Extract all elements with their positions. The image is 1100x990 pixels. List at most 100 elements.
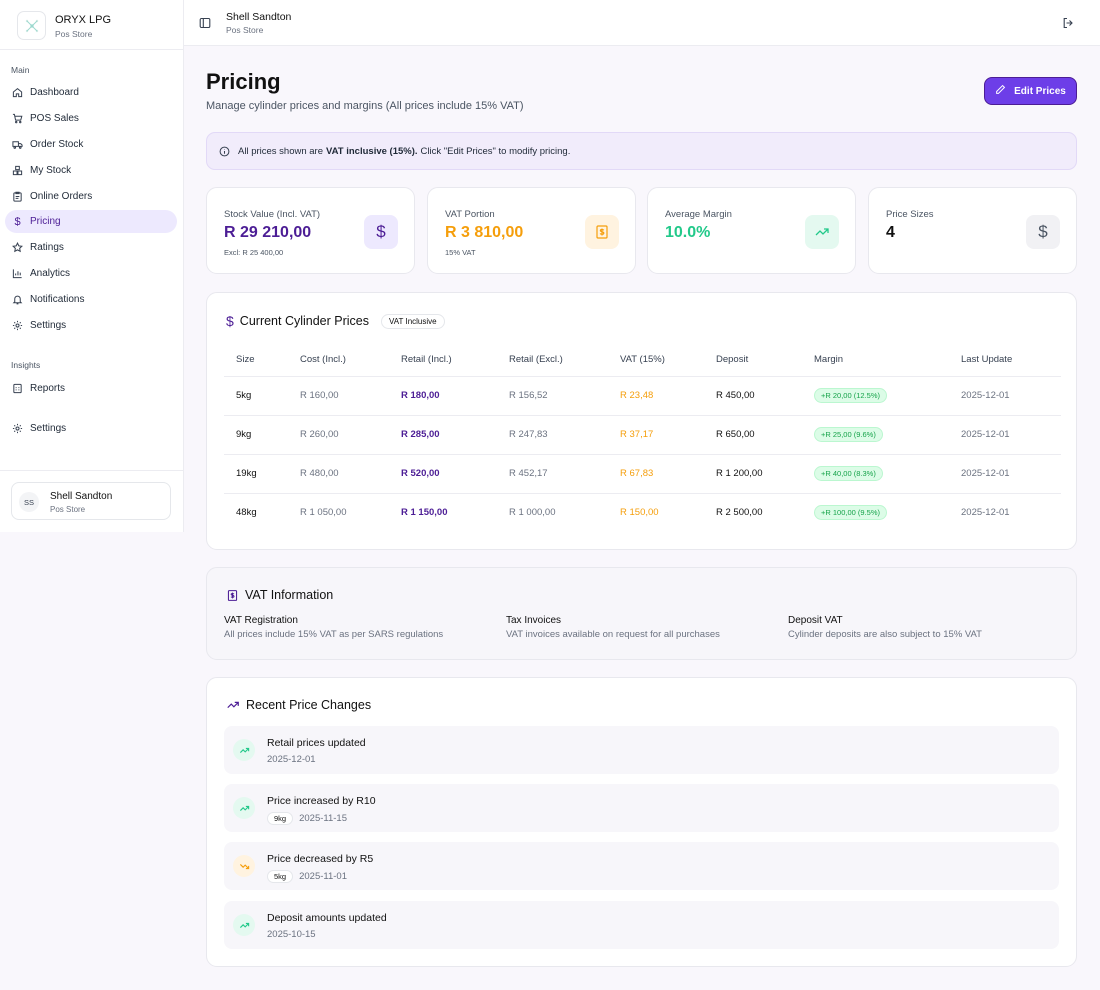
- bar-chart-icon: [12, 268, 23, 279]
- banner-text-post: Click "Edit Prices" to modify pricing.: [420, 145, 571, 157]
- trending-up-icon: [805, 215, 839, 249]
- dollar-icon: $: [14, 215, 21, 228]
- vat-information-card: VAT Information VAT Registration All pri…: [206, 567, 1077, 660]
- topbar: Shell Sandton Pos Store: [184, 0, 1100, 46]
- table-row[interactable]: 5kg R 160,00 R 180,00 R 156,52 R 23,48 R…: [224, 376, 1061, 416]
- cell-margin: +R 40,00 (8.3%): [802, 454, 949, 494]
- user-profile-card[interactable]: SS Shell Sandton Pos Store: [11, 482, 171, 520]
- trending-up-icon: [233, 797, 255, 819]
- change-meta: 5kg 2025-11-01: [267, 870, 347, 883]
- banner-text-bold: VAT inclusive (15%).: [326, 145, 418, 157]
- sidebar-item-label: Dashboard: [30, 87, 79, 98]
- column-header: Margin: [802, 343, 949, 377]
- table-header-row: Size Cost (Incl.) Retail (Incl.) Retail …: [224, 343, 1061, 377]
- sidebar-item-pos-sales[interactable]: POS Sales: [5, 107, 177, 130]
- cell-retail: R 285,00: [389, 415, 497, 455]
- vat-info-item-desc: Cylinder deposits are also subject to 15…: [788, 629, 982, 640]
- edit-prices-label: Edit Prices: [1014, 85, 1066, 97]
- stat-card-stock-value: Stock Value (Incl. VAT) R 29 210,00 Excl…: [206, 187, 415, 274]
- stat-label: VAT Portion: [445, 209, 495, 220]
- cell-cost: R 160,00: [288, 376, 389, 416]
- sidebar-item-analytics[interactable]: Analytics: [5, 262, 177, 285]
- trending-up-icon: [233, 914, 255, 936]
- sidebar: ORYX LPG Pos Store Main Dashboard POS Sa…: [0, 0, 184, 532]
- cell-deposit: R 2 500,00: [716, 507, 763, 519]
- stat-card-price-sizes: Price Sizes 4 $: [868, 187, 1077, 274]
- store-type: Pos Store: [226, 25, 264, 35]
- page-subtitle: Manage cylinder prices and margins (All …: [206, 100, 524, 112]
- star-icon: [12, 242, 23, 253]
- cell-retail: R 180,00: [389, 376, 497, 416]
- sidebar-item-settings-secondary[interactable]: Settings: [5, 417, 177, 440]
- vat-info-item-title: Tax Invoices: [506, 615, 562, 626]
- size-badge: 5kg: [267, 870, 294, 883]
- change-title: Price increased by R10: [267, 795, 376, 807]
- vat-info-item-desc: All prices include 15% VAT as per SARS r…: [224, 629, 444, 640]
- cell-vat: R 37,17: [608, 415, 704, 455]
- sidebar-item-notifications[interactable]: Notifications: [5, 288, 177, 311]
- cell-cost: R 480,00: [288, 454, 389, 494]
- change-date: 2025-12-01: [267, 754, 316, 765]
- change-meta: 9kg 2025-11-15: [267, 812, 347, 825]
- cart-icon: [12, 113, 23, 124]
- cell-vat: R 67,83: [608, 454, 704, 494]
- home-icon: [12, 87, 23, 98]
- sidebar-item-order-stock[interactable]: Order Stock: [5, 133, 177, 156]
- sidebar-item-settings[interactable]: Settings: [5, 314, 177, 337]
- current-prices-card: $ Current Cylinder Prices VAT Inclusive …: [206, 292, 1077, 550]
- vat-info-banner: All prices shown are VAT inclusive (15%)…: [206, 132, 1077, 170]
- stat-value: R 29 210,00: [224, 224, 312, 241]
- cell-retail: R 520,00: [389, 454, 497, 494]
- sidebar-item-dashboard[interactable]: Dashboard: [5, 81, 177, 104]
- table-row[interactable]: 48kg R 1 050,00 R 1 150,00 R 1 000,00 R …: [224, 493, 1061, 532]
- logout-icon[interactable]: [1062, 16, 1074, 29]
- gear-icon: [12, 423, 23, 434]
- bell-icon: [12, 294, 23, 305]
- cell-cost: R 260,00: [288, 415, 389, 455]
- card-header: $ Current Cylinder Prices VAT Inclusive: [226, 313, 445, 329]
- vat-info-title: VAT Information: [245, 588, 334, 602]
- margin-badge: +R 100,00 (9.5%): [814, 505, 887, 521]
- dollar-icon: $: [1026, 215, 1060, 249]
- sidebar-item-label: Settings: [30, 423, 67, 434]
- cell-margin: +R 100,00 (9.5%): [802, 493, 949, 532]
- change-title: Price decreased by R5: [267, 853, 374, 865]
- sidebar-item-label: Settings: [30, 320, 67, 331]
- banner-text-pre: All prices shown are: [238, 145, 324, 157]
- brand-header[interactable]: ORYX LPG Pos Store: [0, 0, 183, 50]
- sidebar-item-label: Online Orders: [30, 191, 93, 202]
- sidebar-toggle-icon[interactable]: [199, 16, 211, 29]
- cell-retail-excl: R 452,17: [497, 454, 608, 494]
- edit-prices-button[interactable]: Edit Prices: [984, 77, 1077, 105]
- list-item[interactable]: Retail prices updated 2025-12-01: [224, 726, 1059, 774]
- stat-subtext: 15% VAT: [445, 248, 476, 257]
- cell-margin: +R 25,00 (9.6%): [802, 415, 949, 455]
- sidebar-item-label: My Stock: [30, 165, 72, 176]
- list-item[interactable]: Price decreased by R5 5kg 2025-11-01: [224, 842, 1059, 890]
- store-name: Shell Sandton: [226, 11, 292, 23]
- sidebar-item-label: Ratings: [30, 242, 64, 253]
- user-role: Pos Store: [50, 505, 86, 514]
- stat-value: 10.0%: [665, 224, 711, 241]
- cell-date: 2025-12-01: [949, 415, 1061, 455]
- list-item[interactable]: Deposit amounts updated 2025-10-15: [224, 901, 1059, 949]
- cell-deposit: R 650,00: [704, 415, 802, 455]
- sidebar-item-pricing[interactable]: $ Pricing: [5, 210, 177, 233]
- table-row[interactable]: 9kg R 260,00 R 285,00 R 247,83 R 37,17 R…: [224, 415, 1061, 455]
- sidebar-item-label: POS Sales: [30, 113, 79, 124]
- cell-retail-excl: R 1 000,00: [509, 507, 556, 519]
- sidebar-item-my-stock[interactable]: My Stock: [5, 159, 177, 182]
- truck-icon: [12, 139, 23, 150]
- prices-title: Current Cylinder Prices: [239, 314, 370, 328]
- cell-vat: R 23,48: [608, 376, 704, 416]
- sidebar-item-reports[interactable]: Reports: [5, 377, 177, 400]
- recent-price-changes-card: Recent Price Changes Retail prices updat…: [206, 677, 1077, 967]
- list-item[interactable]: Price increased by R10 9kg 2025-11-15: [224, 784, 1059, 832]
- table-row[interactable]: 19kg R 480,00 R 520,00 R 452,17 R 67,83 …: [224, 454, 1061, 494]
- vat-info-item-title: VAT Registration: [224, 615, 298, 626]
- changes-title: Recent Price Changes: [246, 698, 372, 712]
- sidebar-item-online-orders[interactable]: Online Orders: [5, 185, 177, 208]
- sidebar-item-ratings[interactable]: Ratings: [5, 236, 177, 259]
- brand-subtitle: Pos Store: [55, 29, 93, 39]
- gear-icon: [12, 320, 23, 331]
